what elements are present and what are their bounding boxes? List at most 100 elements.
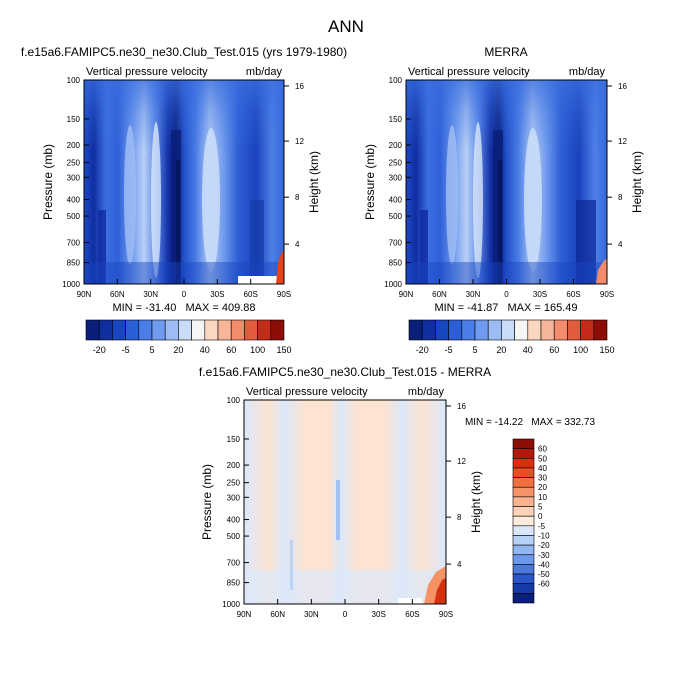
y2label-diff: Height (km) — [469, 471, 483, 533]
y-tick-label: 300 — [67, 173, 81, 182]
y2label-obs: Height (km) — [630, 151, 644, 213]
y2-tick-label: 4 — [457, 560, 462, 569]
y-tick-label: 100 — [67, 76, 81, 85]
y-tick-label: 500 — [389, 212, 403, 221]
colorbar-swatch — [553, 319, 568, 341]
x-tick-label: 0 — [504, 290, 509, 299]
colorbar-swatch — [217, 319, 232, 341]
y-tick-label: 850 — [67, 259, 81, 268]
colorbar-swatch — [230, 319, 245, 341]
y2-tick-label: 12 — [295, 137, 304, 146]
x-tick-label: 30S — [372, 610, 386, 619]
y-tick-label: 150 — [389, 115, 403, 124]
x-tick-label: 90N — [399, 290, 414, 299]
y2-tick-label: 8 — [295, 193, 300, 202]
x-tick-label: 60S — [405, 610, 419, 619]
y-tick-label: 250 — [227, 479, 241, 488]
y-tick-label: 200 — [67, 141, 81, 150]
panel-diff-title: f.e15a6.FAMIPC5.ne30_ne30.Club_Test.015 … — [199, 365, 491, 379]
x-tick-label: 60S — [566, 290, 580, 299]
field-cell — [84, 262, 284, 284]
x-tick-label: 90S — [277, 290, 291, 299]
x-tick-label: 60N — [110, 290, 125, 299]
colorbar-model: -20 -5 5 20 40 60 100 150 — [85, 319, 292, 355]
colorbar-label: 5 — [149, 345, 154, 355]
colorbar-swatch — [512, 593, 535, 604]
x-tick-label: 60S — [244, 290, 258, 299]
colorbar-label: -20 — [538, 541, 550, 550]
colorbar-swatch — [270, 319, 285, 341]
field-cell — [202, 128, 220, 272]
colorbar-label: -20 — [416, 345, 429, 355]
x-tick-label: 30S — [210, 290, 224, 299]
field-cell — [596, 258, 607, 284]
plot-area-diff — [244, 400, 446, 604]
colorbar-label: -5 — [122, 345, 130, 355]
axes-model: 90N 60N 30N 0 30S 60S 90S 100 150 200 250 300 400 500… — [62, 76, 304, 299]
ylabel-diff: Pressure (mb) — [200, 464, 214, 540]
panel-obs-right-label: mb/day — [569, 66, 606, 78]
panel-obs: MERRA Vertical pressure velocity mb/day … — [363, 45, 644, 355]
colorbar-swatch — [421, 319, 436, 341]
colorbar-swatch — [512, 544, 535, 556]
colorbar-label: 50 — [538, 454, 547, 463]
colorbar-label: 10 — [538, 493, 547, 502]
x-tick-label: 30S — [533, 290, 547, 299]
y-tick-label: 100 — [389, 76, 403, 85]
y2-tick-label: 8 — [618, 193, 623, 202]
colorbar-swatch — [540, 319, 555, 341]
panel-model: f.e15a6.FAMIPC5.ne30_ne30.Club_Test.015 … — [21, 45, 347, 355]
colorbar-swatch — [512, 457, 535, 469]
x-tick-label: 60N — [432, 290, 447, 299]
colorbar-swatch — [512, 564, 535, 575]
colorbar-swatch — [257, 319, 272, 341]
colorbar-swatch — [593, 319, 608, 341]
colorbar-label: 20 — [496, 345, 506, 355]
field-cell — [434, 578, 446, 604]
colorbar-label: -50 — [538, 570, 550, 579]
field-cell — [290, 540, 293, 590]
x-tick-label: 30N — [466, 290, 481, 299]
colorbar-swatch — [98, 319, 113, 341]
y-tick-label: 300 — [227, 493, 241, 502]
colorbar-label: 0 — [538, 512, 543, 521]
colorbar-label: 40 — [523, 345, 533, 355]
colorbar-swatch — [487, 319, 502, 341]
y-tick-label: 300 — [389, 173, 403, 182]
x-tick-label: 30N — [143, 290, 158, 299]
colorbar-label: -20 — [93, 345, 106, 355]
stats-model: MIN = -31.40 MAX = 409.88 — [112, 302, 255, 314]
field-cell — [151, 122, 161, 278]
colorbar-swatch — [435, 319, 449, 341]
stats-diff: MIN = -14.22 MAX = 332.73 — [465, 417, 596, 428]
colorbar-swatch — [191, 319, 206, 341]
y-tick-label: 500 — [227, 532, 241, 541]
field-cell — [98, 210, 106, 284]
panel-obs-title: MERRA — [484, 45, 527, 59]
colorbar-swatch — [448, 319, 463, 341]
colorbar-swatch — [85, 319, 100, 341]
x-tick-label: 30N — [304, 610, 319, 619]
colorbar-swatch — [512, 506, 535, 517]
field-cell — [498, 160, 502, 284]
colorbar-swatch — [151, 319, 166, 341]
colorbar-swatch — [512, 535, 535, 546]
y-tick-label: 400 — [389, 196, 403, 205]
field-cell — [398, 598, 422, 604]
colorbar-label: -60 — [538, 580, 550, 589]
colorbar-swatch — [514, 319, 529, 341]
y-tick-label: 1000 — [222, 600, 240, 609]
panel-obs-left-label: Vertical pressure velocity — [408, 66, 530, 78]
colorbar-swatch — [178, 319, 192, 341]
colorbar-swatch — [204, 319, 219, 341]
y-tick-label: 200 — [227, 461, 241, 470]
colorbar-label: 40 — [538, 464, 547, 473]
x-tick-label: 90N — [77, 290, 92, 299]
y2-tick-label: 8 — [457, 513, 462, 522]
stats-obs: MIN = -41.87 MAX = 165.49 — [434, 302, 577, 314]
colorbar-swatch — [512, 583, 535, 594]
colorbar-swatch — [112, 319, 126, 341]
colorbar-obs: -20 -5 5 20 40 60 100 150 — [408, 319, 615, 355]
y-tick-label: 700 — [389, 239, 403, 248]
